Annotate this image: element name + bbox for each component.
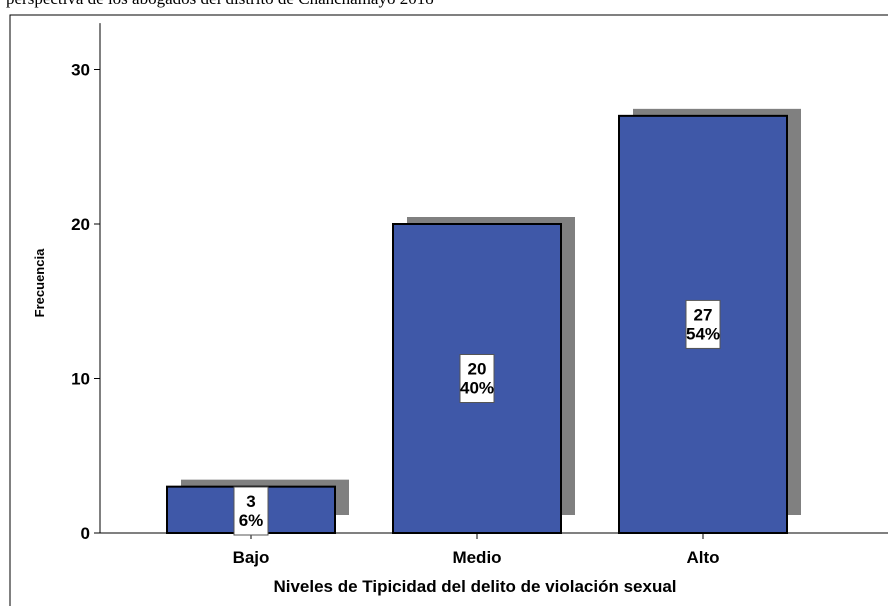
plot-frame (9, 14, 888, 606)
data-label-count-alto: 27 (694, 305, 713, 324)
x-axis-title: Niveles de Tipicidad del delito de viola… (273, 577, 676, 596)
y-axis-title: Frecuencia (32, 248, 47, 317)
data-label-box-alto (685, 299, 721, 349)
data-label-box-bajo (233, 486, 269, 536)
x-axis: Bajo Medio Alto (100, 532, 888, 567)
data-label-percent-alto: 54% (686, 324, 720, 343)
data-label-percent-medio: 40% (460, 379, 494, 398)
x-tick-label-bajo: Bajo (233, 548, 270, 567)
x-tick-label-alto: Alto (686, 548, 719, 567)
x-tick-label-medio: Medio (452, 548, 501, 567)
data-label-percent-bajo: 6% (239, 511, 264, 530)
figure-caption: perspectiva de los abogados del distrito… (6, 0, 434, 9)
y-tick-label: 0 (81, 524, 90, 543)
data-label-box-medio (459, 354, 495, 403)
y-tick-label: 10 (71, 370, 90, 389)
y-tick-label: 30 (71, 61, 90, 80)
y-axis: 0 10 20 30 (71, 23, 101, 543)
data-label-count-bajo: 3 (246, 492, 255, 511)
y-tick-label: 20 (71, 215, 90, 234)
data-label-count-medio: 20 (468, 360, 487, 379)
